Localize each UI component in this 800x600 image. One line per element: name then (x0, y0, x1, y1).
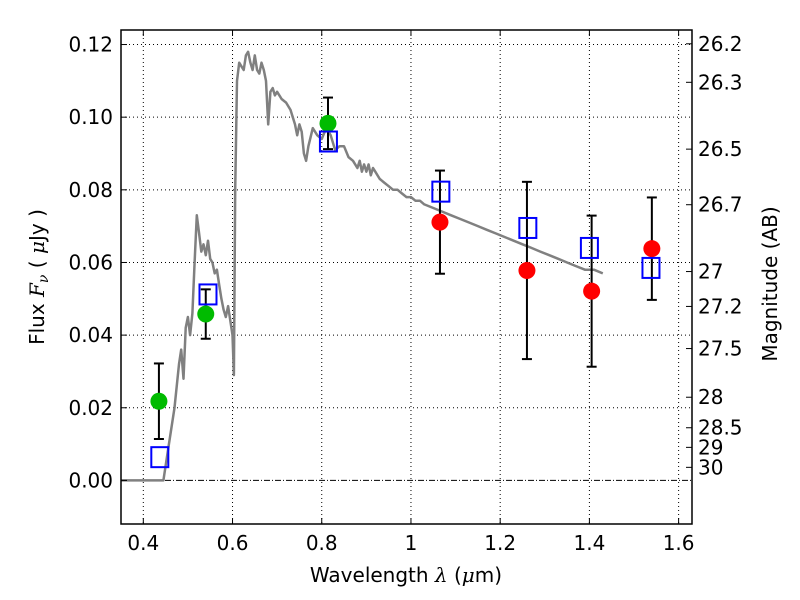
model-photometry-point (641, 256, 661, 279)
x-tick-label: 0.4 (127, 531, 159, 555)
y-axis-label: Flux Fν ( μJy ) (25, 209, 52, 345)
y-tick-label: 0.04 (68, 323, 113, 347)
y-tick-label: 0.10 (68, 105, 113, 129)
y-tick-label: 0.06 (68, 250, 113, 274)
right-tick-label: 30 (698, 455, 723, 479)
y-axis-label-mu: μ (25, 241, 49, 254)
x-tick-label: 0.8 (306, 531, 338, 555)
right-tick-label: 27.5 (698, 337, 743, 361)
x-axis-label-unit-end: m) (475, 563, 502, 587)
observed-nir-point (431, 213, 449, 231)
x-axis-label-symbol: λ (434, 563, 448, 587)
model-photometry-point (318, 130, 338, 153)
model-spectrum (121, 50, 604, 482)
y-axis-label-text: Flux (25, 297, 49, 345)
spectrum-line (121, 50, 604, 482)
plot-frame (120, 29, 693, 525)
model-photometry-point (518, 216, 538, 239)
x-axis-label-text: Wavelength (310, 563, 435, 587)
y-axis-label-symbol: F (25, 282, 49, 298)
right-tick-label: 26.2 (698, 32, 743, 56)
observed-optical-point (150, 392, 168, 410)
observed-optical-point (319, 114, 337, 132)
x-tick-label: 1.4 (573, 531, 605, 555)
y-axis-label-unit: Jy ) (25, 209, 49, 243)
y-axis-label-subscript: ν (36, 274, 52, 283)
observed-optical-point (197, 305, 215, 323)
x-tick-label: 1.6 (663, 531, 695, 555)
x-tick-label: 0.6 (217, 531, 249, 555)
right-tick-label: 29 (698, 435, 723, 459)
x-axis-label-unit: ( (448, 563, 462, 587)
x-tick-label: 1 (405, 531, 418, 555)
model-photometry-point (579, 236, 599, 259)
y-tick-label: 0.08 (68, 178, 113, 202)
right-tick-label: 26.3 (698, 70, 743, 94)
right-axis-label: Magnitude (AB) (758, 206, 782, 361)
model-photometry-point (431, 180, 451, 203)
ticks (121, 30, 692, 524)
right-tick-label: 27 (698, 260, 723, 284)
observed-nir-point (643, 240, 661, 258)
x-tick-label: 1.2 (484, 531, 516, 555)
right-tick-label: 28 (698, 385, 723, 409)
y-tick-label: 0.00 (68, 468, 113, 492)
markers (150, 114, 661, 469)
y-tick-label: 0.12 (68, 33, 113, 57)
observed-nir-point (518, 261, 536, 279)
y-tick-label: 0.02 (68, 396, 113, 420)
right-tick-label: 26.5 (698, 137, 743, 161)
model-photometry-point (150, 446, 170, 469)
right-tick-label: 27.2 (698, 294, 743, 318)
y-axis-label-open: ( (25, 254, 49, 275)
x-axis-label: Wavelength λ (μm) (310, 563, 502, 587)
grid (121, 30, 692, 524)
model-photometry-point (198, 283, 218, 306)
x-axis-label-mu: μ (462, 563, 475, 587)
observed-nir-point (583, 282, 601, 300)
right-tick-label: 28.5 (698, 416, 743, 440)
right-tick-label: 26.7 (698, 193, 743, 217)
tick-labels: 0.4 0.6 0.8 1 1.2 1.4 1.6 0.00 0.02 0.04 0.06 0.08 0… (68, 32, 742, 555)
